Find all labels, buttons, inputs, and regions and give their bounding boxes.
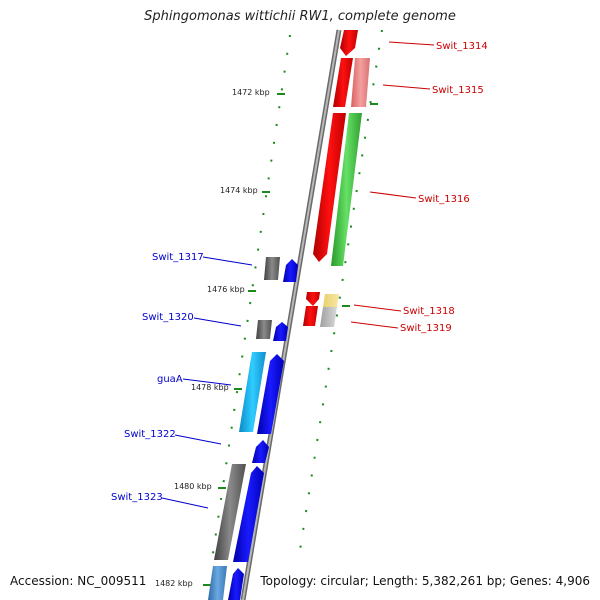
label-swit-1323[interactable]: Swit_1323 [111,492,163,503]
tick-label-5: 1480 kbp [174,482,212,491]
label-guaa[interactable]: guaA [157,374,183,385]
gene-swit-1316-red[interactable] [313,113,346,262]
gene-swit-1323-blue[interactable] [233,466,264,562]
forward-strand-genes [303,30,370,327]
gene-swit-1316-green[interactable] [331,113,362,266]
gene-swit-1315-b[interactable] [351,58,370,107]
tick-label-6: 1482 kbp [155,579,193,588]
label-swit-1314[interactable]: Swit_1314 [436,41,488,52]
gene-swit-1315-a[interactable] [333,58,353,107]
label-swit-1319[interactable]: Swit_1319 [400,323,452,334]
gene-bottom-blue[interactable] [228,568,244,600]
gene-guaa-blue[interactable] [257,354,284,434]
map-title: Sphingomonas wittichii RW1, complete gen… [144,9,456,24]
gene-swit-1323-gray[interactable] [214,464,246,560]
gene-swit-1320-blue[interactable] [273,322,288,341]
label-swit-1320[interactable]: Swit_1320 [142,312,194,323]
label-swit-1317[interactable]: Swit_1317 [152,252,204,263]
reverse-strand-genes [208,257,298,600]
scale-ticks [203,93,378,586]
gene-swit-1319-a[interactable] [323,294,339,307]
gene-swit-1314[interactable] [340,30,358,56]
gene-swit-1320-gray[interactable] [256,320,272,339]
gene-bottom-steel[interactable] [208,566,227,600]
gene-swit-1318[interactable] [306,292,320,306]
topology-text: Topology: circular; Length: 5,382,261 bp… [260,574,590,588]
gene-guaa-cyan[interactable] [239,352,266,432]
right-label-lines [350,41,435,329]
tick-label-2: 1474 kbp [220,186,258,195]
gene-swit-1318-b[interactable] [303,306,318,326]
label-swit-1315[interactable]: Swit_1315 [432,85,484,96]
left-label-lines [161,256,253,509]
accession-text: Accession: NC_009511 [10,574,147,588]
label-swit-1322[interactable]: Swit_1322 [124,429,176,440]
genome-backbone [240,29,342,600]
gene-swit-1322[interactable] [252,440,269,463]
label-swit-1316[interactable]: Swit_1316 [418,194,470,205]
tick-label-3: 1476 kbp [207,285,245,294]
tick-label-1: 1472 kbp [232,88,270,97]
label-swit-1318[interactable]: Swit_1318 [403,306,455,317]
gene-swit-1317-gray[interactable] [264,257,280,280]
gene-swit-1317-blue[interactable] [283,259,298,282]
gene-swit-1319-b[interactable] [320,307,337,327]
tick-label-4: 1478 kbp [191,383,229,392]
